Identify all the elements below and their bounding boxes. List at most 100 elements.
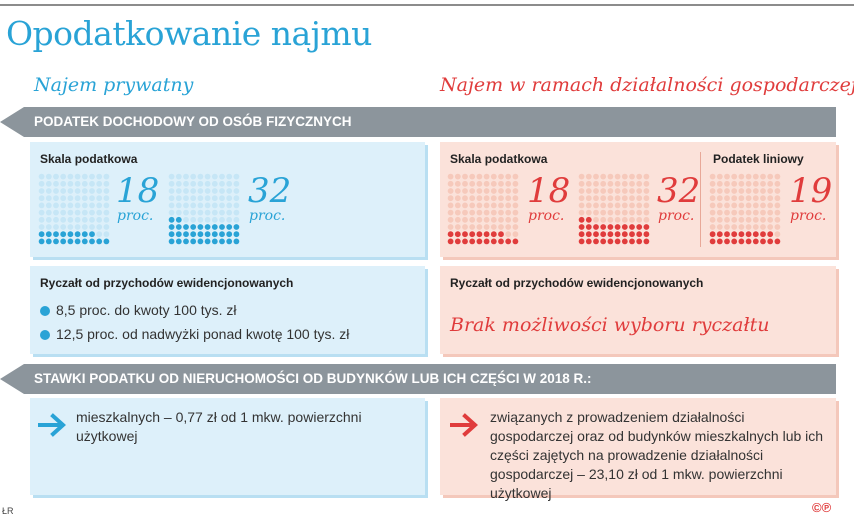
dot-filled [197, 231, 204, 238]
unit-private-32: proc. [249, 208, 286, 224]
dot-filled [752, 231, 759, 238]
lump-private-item-1: 8,5 proc. do kwoty 100 tys. zł [56, 302, 237, 318]
dot-filled [724, 238, 730, 245]
dot-empty [745, 209, 752, 216]
dot-empty [709, 224, 716, 230]
dot-filled [767, 238, 774, 245]
dot-empty [593, 195, 599, 202]
dot-empty [219, 173, 225, 180]
dot-empty [745, 180, 752, 187]
dot-empty [469, 188, 476, 194]
dot-empty [103, 231, 110, 238]
dot-filled [505, 238, 512, 245]
dot-filled [614, 231, 621, 238]
panel-lump-business [440, 266, 836, 354]
dot-empty [89, 195, 95, 202]
dot-filled [629, 224, 635, 230]
dot-empty [67, 224, 74, 230]
dot-empty [462, 188, 468, 194]
dot-filled [74, 231, 81, 238]
dot-empty [183, 195, 189, 202]
dot-empty [190, 216, 197, 223]
dot-empty [593, 202, 599, 209]
dot-empty [38, 188, 45, 194]
dot-filled [204, 231, 211, 238]
dot-empty [752, 216, 759, 223]
dot-filled [233, 238, 240, 245]
dot-empty [89, 173, 95, 180]
dot-empty [447, 224, 454, 230]
dot-empty [168, 209, 175, 216]
dot-filled [67, 238, 74, 245]
dot-filled [709, 238, 716, 245]
dot-empty [724, 224, 730, 230]
dot-empty [60, 216, 67, 223]
dot-empty [498, 209, 504, 216]
dot-empty [447, 202, 454, 209]
dot-empty [724, 180, 730, 187]
dot-empty [81, 202, 88, 209]
dot-filled [469, 238, 476, 245]
dotgrid-business-19 [709, 173, 781, 245]
dot-empty [96, 216, 103, 223]
dot-empty [614, 188, 621, 194]
dot-filled [67, 231, 74, 238]
value-business-18: 18 [527, 171, 571, 211]
dot-empty [578, 209, 585, 216]
dot-empty [89, 216, 95, 223]
dot-empty [81, 224, 88, 230]
dot-filled [760, 231, 766, 238]
dot-empty [67, 209, 74, 216]
lump-private-item-2: 12,5 proc. od nadwyżki ponad kwotę 100 t… [56, 326, 350, 342]
dot-empty [89, 202, 95, 209]
dot-empty [60, 224, 67, 230]
dot-filled [731, 231, 738, 238]
dot-empty [53, 173, 59, 180]
dot-filled [752, 238, 759, 245]
dot-empty [469, 209, 476, 216]
dot-empty [483, 188, 490, 194]
dot-empty [45, 224, 52, 230]
dot-empty [614, 195, 621, 202]
credit: ŁR [2, 506, 14, 516]
dot-empty [716, 224, 723, 230]
dot-empty [614, 173, 621, 180]
dot-empty [197, 216, 204, 223]
banner-arrow-pit [0, 107, 24, 137]
dot-empty [643, 173, 650, 180]
dot-empty [767, 180, 774, 187]
dot-empty [67, 173, 74, 180]
dot-empty [183, 188, 189, 194]
dot-empty [738, 173, 745, 180]
dot-filled [585, 238, 592, 245]
top-rule [0, 4, 854, 6]
dot-empty [183, 173, 189, 180]
dot-filled [60, 238, 67, 245]
dot-empty [600, 209, 607, 216]
dot-empty [183, 180, 189, 187]
dot-empty [578, 173, 585, 180]
dot-empty [593, 173, 599, 180]
dot-empty [498, 224, 504, 230]
dot-empty [81, 188, 88, 194]
dot-filled [219, 238, 225, 245]
dot-empty [621, 188, 628, 194]
dot-empty [607, 209, 614, 216]
dot-empty [183, 202, 189, 209]
dot-empty [168, 202, 175, 209]
dot-empty [767, 216, 774, 223]
dot-filled [168, 216, 175, 223]
dot-filled [183, 231, 189, 238]
dot-filled [60, 231, 67, 238]
dot-empty [636, 202, 643, 209]
dot-empty [716, 216, 723, 223]
dot-empty [724, 216, 730, 223]
dot-empty [233, 216, 240, 223]
dot-empty [81, 209, 88, 216]
dot-empty [454, 224, 461, 230]
dot-empty [197, 209, 204, 216]
dot-empty [593, 180, 599, 187]
dot-empty [197, 173, 204, 180]
dot-empty [490, 202, 497, 209]
label-linear: Podatek liniowy [713, 152, 804, 166]
